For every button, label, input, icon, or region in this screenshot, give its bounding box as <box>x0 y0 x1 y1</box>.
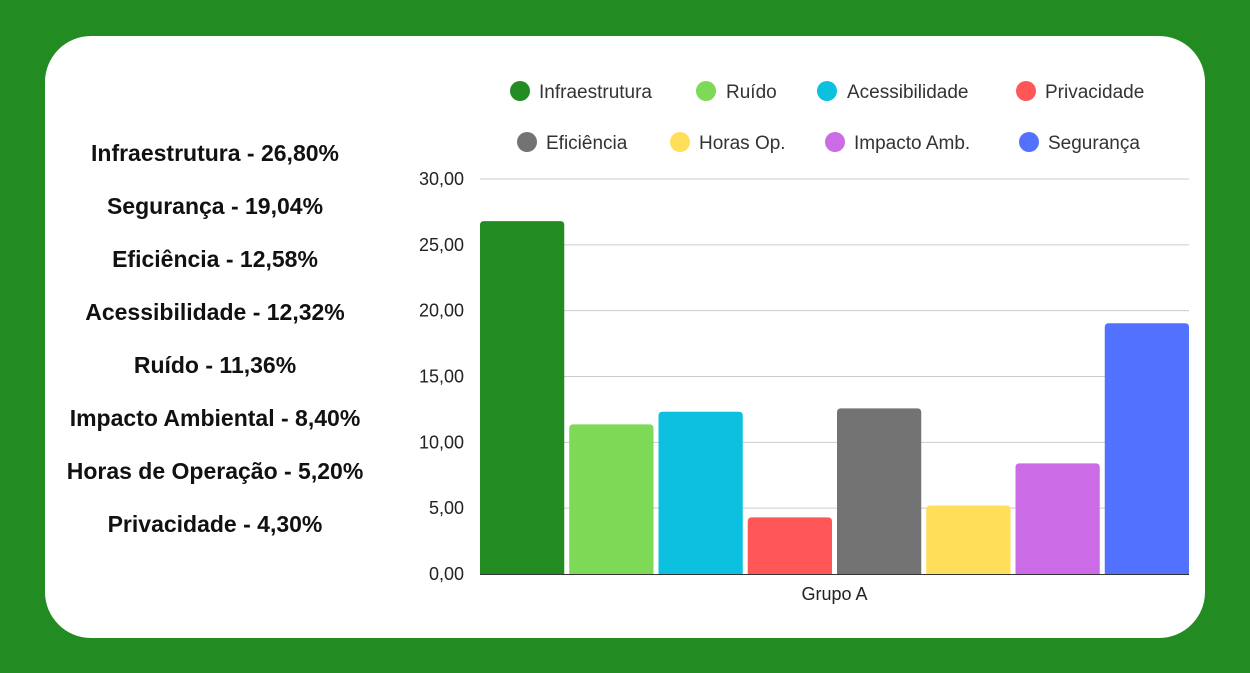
bar-privacidade <box>747 517 832 574</box>
legend-swatch <box>696 81 716 101</box>
y-axis-ticks: 0,00 5,00 10,00 15,00 20,00 25,00 30,00 <box>419 169 464 584</box>
legend-label: Impacto Amb. <box>854 133 970 154</box>
bar-impacto-amb <box>1015 463 1100 574</box>
legend-label: Privacidade <box>1045 82 1144 103</box>
legend: Infraestrutura Ruído Acessibilidade Privaci… <box>510 81 1144 154</box>
legend-label: Infraestrutura <box>539 82 652 103</box>
y-tick-label: 20,00 <box>419 301 464 321</box>
y-tick-label: 5,00 <box>429 498 464 518</box>
legend-swatch <box>510 81 530 101</box>
summary-item-seguranca: Segurança - 19,04% <box>106 193 324 219</box>
bar-chart: 0,00 5,00 10,00 15,00 20,00 25,00 30,00 Grupo … <box>419 81 1189 604</box>
x-category-label: Grupo A <box>801 584 867 604</box>
summary-item-ruido: Ruído - 11,36% <box>133 352 297 378</box>
legend-label: Eficiência <box>546 133 628 154</box>
percentage-summary-list: Infraestrutura - 26,80% Segurança - 19,0… <box>45 136 385 560</box>
legend-item-horas-op: Horas Op. <box>670 132 786 154</box>
bar-seguranca <box>1104 323 1189 574</box>
bar-ruido <box>569 424 654 574</box>
legend-item-acessibilidade: Acessibilidade <box>817 81 968 103</box>
legend-item-ruido: Ruído <box>696 81 777 103</box>
legend-label: Horas Op. <box>699 133 786 154</box>
legend-item-seguranca: Segurança <box>1019 132 1140 154</box>
bar-horas-op <box>926 505 1011 574</box>
summary-item-eficiencia: Eficiência - 12,58% <box>112 246 318 272</box>
legend-label: Ruído <box>726 82 777 103</box>
x-axis: Grupo A <box>480 574 1189 604</box>
legend-label: Acessibilidade <box>847 82 968 103</box>
summary-item-impacto-ambiental: Impacto Ambiental - 8,40% <box>69 405 361 431</box>
y-tick-label: 0,00 <box>429 564 464 584</box>
legend-item-infraestrutura: Infraestrutura <box>510 81 652 103</box>
summary-item-acessibilidade: Acessibilidade - 12,32% <box>85 299 345 325</box>
summary-item-infraestrutura: Infraestrutura - 26,80% <box>91 140 339 166</box>
legend-swatch <box>817 81 837 101</box>
bars <box>480 221 1189 574</box>
legend-item-privacidade: Privacidade <box>1016 81 1144 103</box>
y-tick-label: 25,00 <box>419 235 464 255</box>
legend-item-impacto-amb: Impacto Amb. <box>825 132 970 154</box>
legend-swatch <box>825 132 845 152</box>
y-tick-label: 10,00 <box>419 432 464 452</box>
bar-acessibilidade <box>658 411 743 574</box>
legend-swatch <box>1016 81 1036 101</box>
bar-eficiencia <box>837 408 922 574</box>
legend-swatch <box>1019 132 1039 152</box>
bar-infraestrutura <box>480 221 565 574</box>
legend-label: Segurança <box>1048 133 1140 154</box>
legend-swatch <box>517 132 537 152</box>
legend-swatch <box>670 132 690 152</box>
summary-item-privacidade: Privacidade - 4,30% <box>107 511 323 537</box>
y-tick-label: 30,00 <box>419 169 464 189</box>
chart-card: Infraestrutura - 26,80% Segurança - 19,0… <box>45 36 1205 638</box>
summary-item-horas-operacao: Horas de Operação - 5,20% <box>66 458 364 484</box>
legend-item-eficiencia: Eficiência <box>517 132 628 154</box>
y-tick-label: 15,00 <box>419 367 464 387</box>
